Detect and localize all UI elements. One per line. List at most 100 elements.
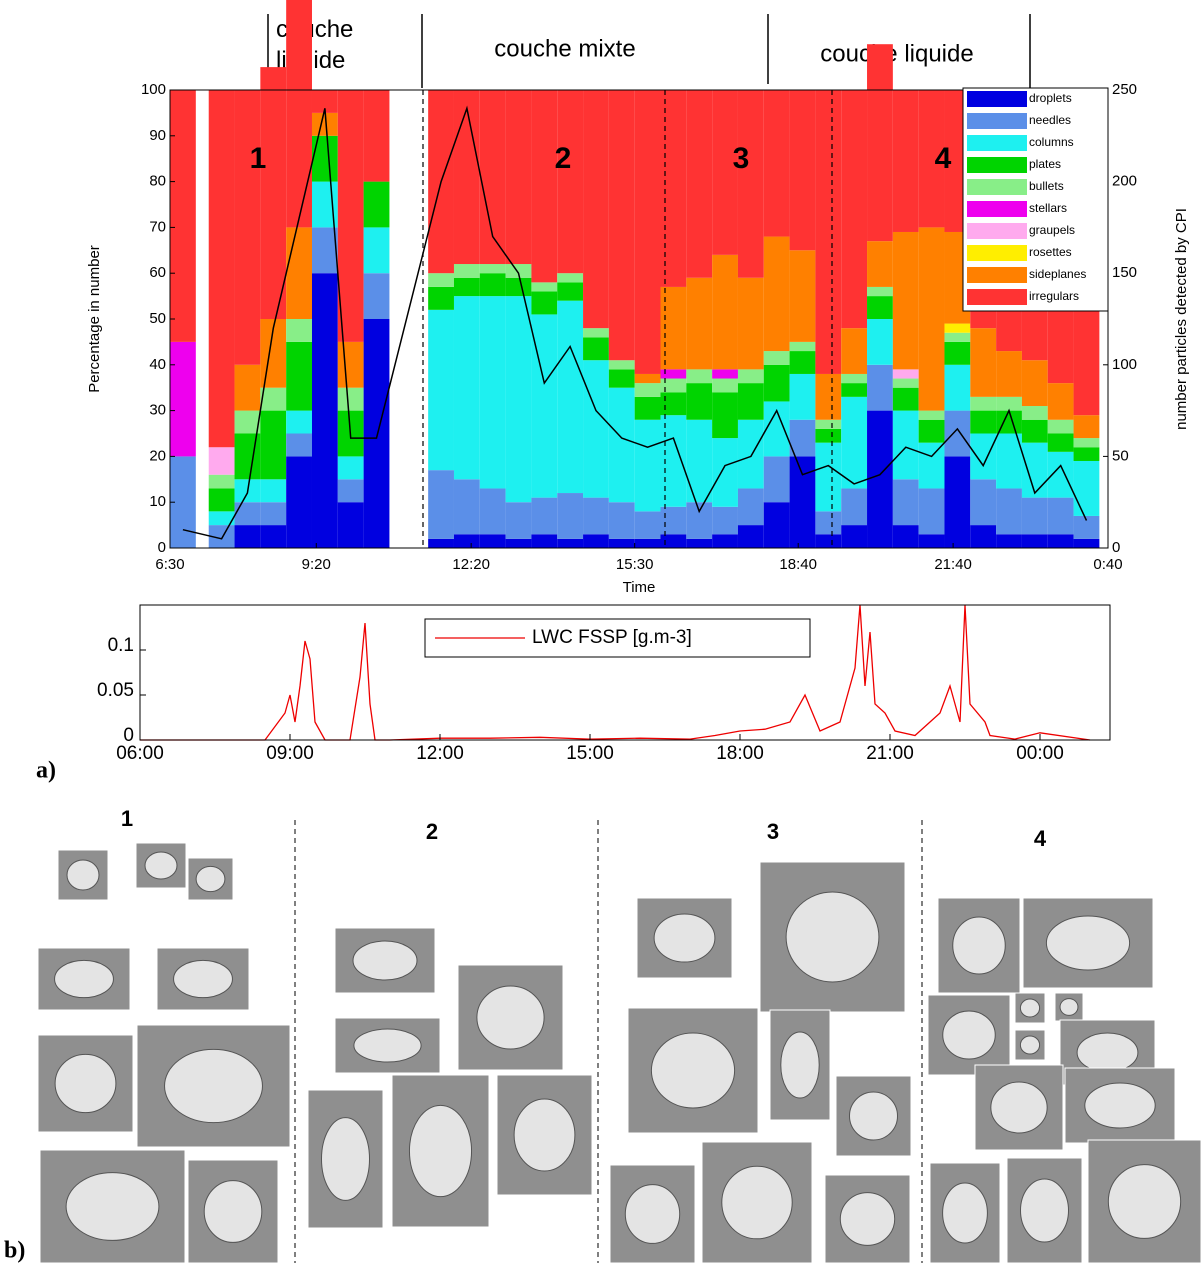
bar-segment: [970, 433, 997, 480]
bar-segment: [712, 392, 738, 439]
bar-segment: [815, 442, 842, 512]
bar-segment: [557, 538, 584, 548]
bar-segment: [337, 479, 364, 503]
bar-segment: [841, 90, 868, 329]
bar-segment: [712, 506, 738, 535]
bar-segment: [311, 227, 338, 274]
bar-segment: [234, 433, 261, 480]
bar-segment: [286, 410, 312, 434]
plot-frame: [139, 604, 1111, 741]
bar-segment: [660, 90, 687, 287]
particle-shape: [1019, 998, 1041, 1018]
y2-tick-label: 0: [1112, 539, 1120, 556]
bar-segment: [763, 90, 790, 237]
bar-segment: [737, 383, 764, 420]
particle-shape: [173, 959, 233, 999]
bar-segment: [311, 90, 338, 113]
bar-segment: [892, 479, 919, 526]
particle-shape: [990, 1081, 1048, 1134]
group-label: 3: [767, 819, 779, 844]
bar-segment: [867, 296, 893, 319]
bar-segment: [686, 419, 713, 503]
bar-segment: [815, 511, 842, 535]
particle-shape: [164, 1048, 263, 1124]
bar-segment: [660, 506, 687, 535]
bar-segment: [789, 250, 816, 342]
bar-segment: [686, 502, 713, 539]
bar-segment: [737, 525, 764, 548]
bar-segment: [311, 135, 338, 182]
bar-segment: [970, 479, 997, 526]
bar-segment: [363, 319, 390, 548]
bar-segment: [260, 525, 287, 548]
bar-segment: [583, 534, 609, 548]
x-tick-label: 09:00: [266, 743, 314, 764]
bar-segment: [970, 328, 997, 397]
y-tick-label: 0: [123, 725, 134, 746]
bar-segment: [686, 277, 713, 370]
bar-segment: [1073, 460, 1100, 516]
bar-segment: [918, 419, 945, 443]
bar-segment: [712, 438, 738, 507]
bar-segment: [337, 502, 364, 548]
bar-segment: [208, 488, 235, 512]
particle-shape: [1045, 915, 1131, 971]
x-tick-label: 9:20: [302, 556, 331, 573]
bar-segment: [286, 341, 312, 411]
group-label: 1: [121, 806, 133, 831]
bar-segment: [286, 456, 312, 548]
bar-segment: [208, 447, 235, 475]
bar-segment: [363, 181, 390, 228]
particle-shape: [785, 891, 880, 983]
region-label: 2: [555, 142, 572, 175]
particle-shape: [352, 940, 418, 981]
bar-segment: [260, 502, 287, 526]
particle-shape: [321, 1117, 370, 1201]
x-tick-label: 18:00: [716, 743, 764, 764]
legend-label: irregulars: [1029, 289, 1079, 303]
particle-shape: [66, 859, 100, 891]
panel-label: b): [4, 1238, 25, 1263]
bar-segment: [841, 383, 868, 397]
bar-segment: [892, 369, 919, 379]
bar-segment: [1073, 515, 1100, 539]
bar-segment: [1047, 497, 1074, 535]
bar-segment: [660, 415, 687, 507]
y-tick-label: 100: [141, 81, 166, 98]
bar-segment: [737, 419, 764, 489]
bar-segment: [867, 44, 893, 242]
particle-shape: [1020, 1178, 1069, 1243]
bar-segment: [234, 525, 261, 548]
legend-label: needles: [1029, 113, 1071, 127]
bar-segment: [841, 525, 868, 548]
bar-segment: [867, 364, 893, 411]
bar-segment: [763, 364, 790, 402]
legend-swatch: [967, 91, 1027, 107]
particle-image: [824, 1174, 911, 1263]
x-tick-label: 15:30: [616, 556, 654, 573]
bar-segment: [234, 364, 261, 411]
bar-segment: [944, 364, 971, 411]
y-tick-label: 0.05: [97, 680, 134, 701]
bar-segment: [170, 90, 196, 342]
bar-segment: [1073, 415, 1100, 439]
bar-segment: [1073, 438, 1100, 448]
bar-segment: [479, 273, 506, 297]
bar-segment: [918, 442, 945, 489]
bar-segment: [970, 410, 997, 434]
bar-segment: [557, 300, 584, 494]
bar-segment: [892, 410, 919, 480]
y-tick-label: 40: [149, 356, 166, 373]
bar-segment: [479, 296, 506, 489]
bar-segment: [712, 378, 738, 393]
legend-swatch: [967, 157, 1027, 173]
bar-segment: [634, 373, 661, 384]
bar-segment: [1021, 419, 1048, 443]
bar-segment: [531, 90, 558, 283]
particle-shape: [839, 1192, 896, 1246]
bar-segment: [996, 534, 1022, 548]
chart-a-bottom: 0 0.05 0.1 06:00 09:00 12:00 15:00 18:00 21:00 00…: [97, 604, 1111, 764]
bar-segment: [505, 264, 532, 278]
bar-segment: [453, 479, 480, 535]
